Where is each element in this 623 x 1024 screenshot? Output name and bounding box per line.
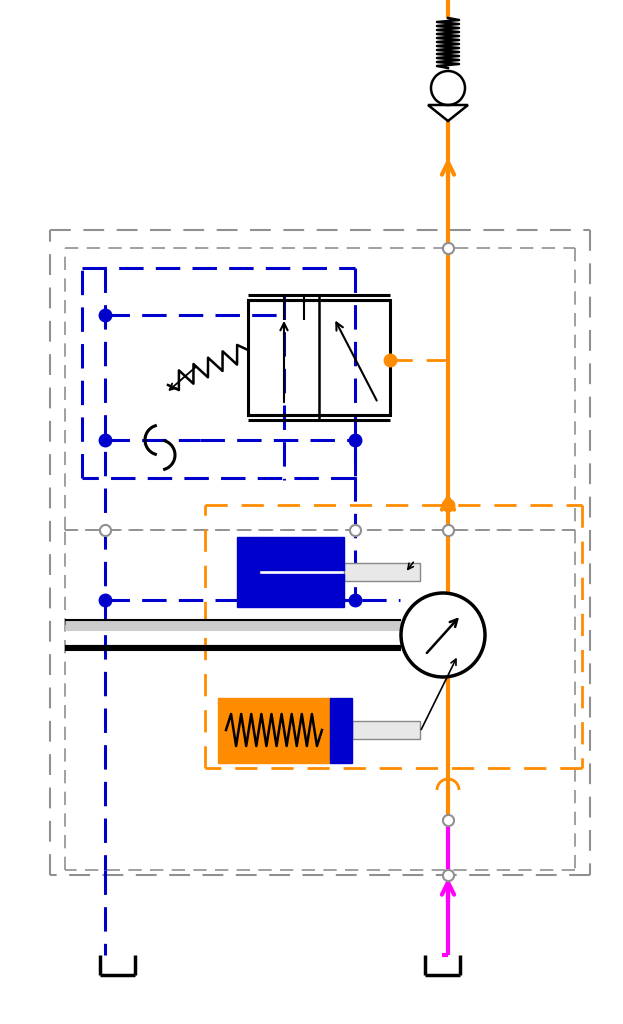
- Bar: [259, 537, 344, 570]
- Bar: [352, 721, 420, 739]
- Bar: [237, 537, 259, 607]
- Circle shape: [401, 593, 485, 677]
- Bar: [218, 698, 330, 763]
- Bar: [330, 698, 352, 763]
- Bar: [344, 563, 420, 581]
- Bar: [248, 300, 390, 415]
- Bar: [259, 574, 344, 607]
